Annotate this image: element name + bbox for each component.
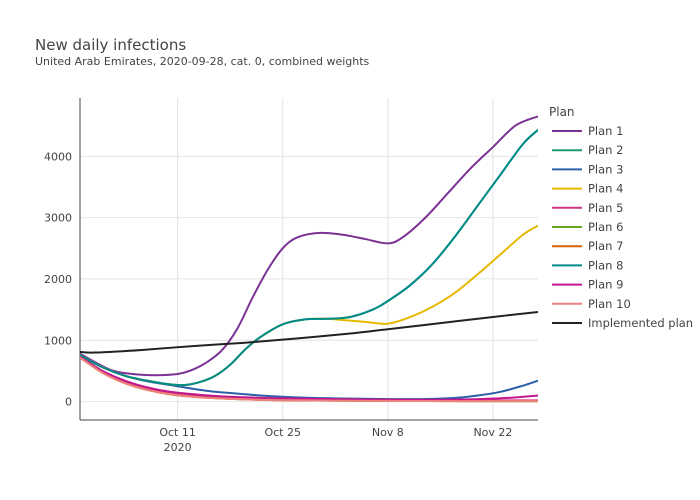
legend-label-plan-9: Plan 9 <box>588 278 623 292</box>
y-tick-label: 4000 <box>44 150 72 163</box>
series-line-plan-10 <box>80 356 538 403</box>
legend-label-plan-3: Plan 3 <box>588 162 623 176</box>
axes: 0 1000 2000 3000 4000 Oct 11 Oct 25 Nov 8 Nov 22… <box>44 98 538 454</box>
legend-label-plan-7: Plan 7 <box>588 239 623 253</box>
chart-title: New daily infections <box>35 36 186 54</box>
series-line-plan-8 <box>80 129 538 387</box>
legend-label-plan-6: Plan 6 <box>588 220 623 234</box>
x-tick-label: Nov 8 <box>372 426 404 439</box>
y-tick-label: 2000 <box>44 273 72 286</box>
legend-title: Plan <box>549 105 575 119</box>
legend-label-plan-10: Plan 10 <box>588 297 631 311</box>
x-tick-label: Oct 25 <box>264 426 301 439</box>
series-line-plan-1 <box>80 115 538 377</box>
gridlines <box>80 98 538 420</box>
series-line-implemented-plan <box>80 311 538 354</box>
legend-label-plan-1: Plan 1 <box>588 124 623 138</box>
x-year-label: 2020 <box>164 441 192 454</box>
legend-label-implemented-plan: Implemented plan <box>588 316 693 330</box>
y-tick-label: 3000 <box>44 212 72 225</box>
x-tick-label: Oct 11 <box>159 426 196 439</box>
x-tick-label: Nov 22 <box>473 426 512 439</box>
legend-label-plan-2: Plan 2 <box>588 143 623 157</box>
series-line-plan-9 <box>80 355 538 401</box>
y-tick-label: 0 <box>65 396 72 409</box>
chart-subtitle: United Arab Emirates, 2020-09-28, cat. 0… <box>35 55 370 68</box>
legend-label-plan-5: Plan 5 <box>588 201 623 215</box>
series-lines <box>80 115 538 403</box>
legend-label-plan-4: Plan 4 <box>588 182 623 196</box>
legend-label-plan-8: Plan 8 <box>588 258 623 272</box>
legend: Plan Plan 1 Plan 2 Plan 3 Plan 4 Plan 5 Plan … <box>549 105 693 330</box>
y-tick-label: 1000 <box>44 334 72 347</box>
